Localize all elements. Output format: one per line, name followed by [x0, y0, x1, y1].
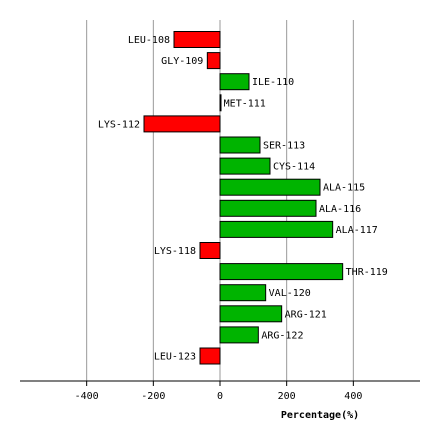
bar-label: ALA-115 [323, 183, 365, 194]
bars-group [143, 31, 344, 365]
bar [219, 178, 321, 196]
bar-label: ALA-116 [319, 204, 361, 215]
bar-label: SER-113 [263, 141, 305, 152]
bar-label: ILE-110 [252, 77, 294, 88]
x-tick-label: -200 [141, 391, 165, 402]
x-axis-title: Percentage(%) [281, 410, 359, 421]
x-tick-label: 0 [217, 391, 223, 402]
bar-label: LYS-118 [154, 246, 196, 257]
bar [206, 52, 221, 70]
bar-label: VAL-120 [269, 288, 311, 299]
bar [219, 305, 283, 323]
bar-labels-group: LEU-108 GLY-109 ILE-110 MET-111 LYS-112 SER-1… [98, 35, 388, 363]
x-tick-label: 400 [344, 391, 362, 402]
bar-label: LYS-112 [98, 119, 140, 130]
bar-label: ALA-117 [336, 225, 378, 236]
bar-label: GLY-109 [161, 56, 203, 67]
x-tick-label: 200 [278, 391, 296, 402]
bar [219, 94, 222, 112]
bar-label: CYS-114 [273, 162, 315, 173]
bar-label: MET-111 [224, 98, 266, 109]
bar [219, 326, 259, 344]
bar [219, 73, 250, 91]
bar-label: LEU-108 [128, 35, 170, 46]
bar [219, 220, 334, 238]
bar [199, 347, 221, 365]
bar [143, 115, 221, 133]
bar-label: ARG-122 [261, 330, 303, 341]
bar-label: LEU-123 [154, 352, 196, 363]
bar-label: THR-119 [346, 267, 388, 278]
bar-label: ARG-121 [285, 309, 327, 320]
bar [219, 199, 317, 217]
bar [199, 242, 221, 259]
x-ticks-group: -400 -200 0 200 400 [75, 381, 362, 402]
x-tick-label: -400 [75, 391, 99, 402]
bar [219, 284, 267, 302]
bar [219, 136, 261, 154]
bar [173, 31, 221, 48]
bar [219, 263, 344, 281]
bar [219, 157, 271, 175]
